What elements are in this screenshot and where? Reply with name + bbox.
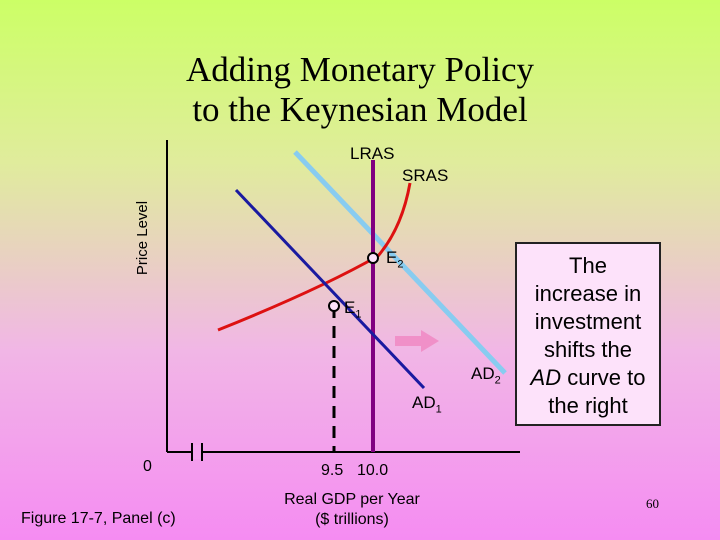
ad2-curve	[293, 150, 507, 375]
e1-point	[328, 300, 340, 312]
title-line-1: Adding Monetary Policy	[185, 50, 535, 89]
e1-label: E1	[344, 298, 362, 321]
ad1-label: AD1	[412, 393, 442, 416]
axis-break-gap	[193, 445, 202, 459]
e2-label: E2	[386, 248, 404, 271]
title-line-2: to the Keynesian Model	[192, 90, 528, 129]
figure-caption: Figure 17-7, Panel (c)	[21, 510, 176, 527]
origin-label: 0	[143, 458, 152, 475]
y-axis-label: Price Level	[134, 200, 151, 276]
sras-label: SRAS	[402, 166, 449, 185]
shift-arrow-head	[421, 330, 439, 352]
x-tick-10-0: 10.0	[357, 462, 389, 479]
slide-title: Adding Monetary Policy to the Keynesian …	[0, 50, 720, 130]
page-number: 60	[646, 496, 659, 511]
x-tick-9-5: 9.5	[321, 462, 344, 479]
callout-line-5: AD curve to	[530, 365, 646, 390]
lras-label: LRAS	[350, 144, 395, 163]
ad2-label: AD2	[471, 364, 501, 387]
x-axis-label: Real GDP per Year ($ trillions)	[284, 491, 420, 528]
e2-point	[367, 252, 379, 264]
shift-arrow-body	[395, 336, 422, 346]
callout-box: The increase in investment shifts the AD…	[515, 242, 661, 426]
sras-curve	[217, 182, 412, 332]
ad1-curve	[234, 188, 426, 390]
